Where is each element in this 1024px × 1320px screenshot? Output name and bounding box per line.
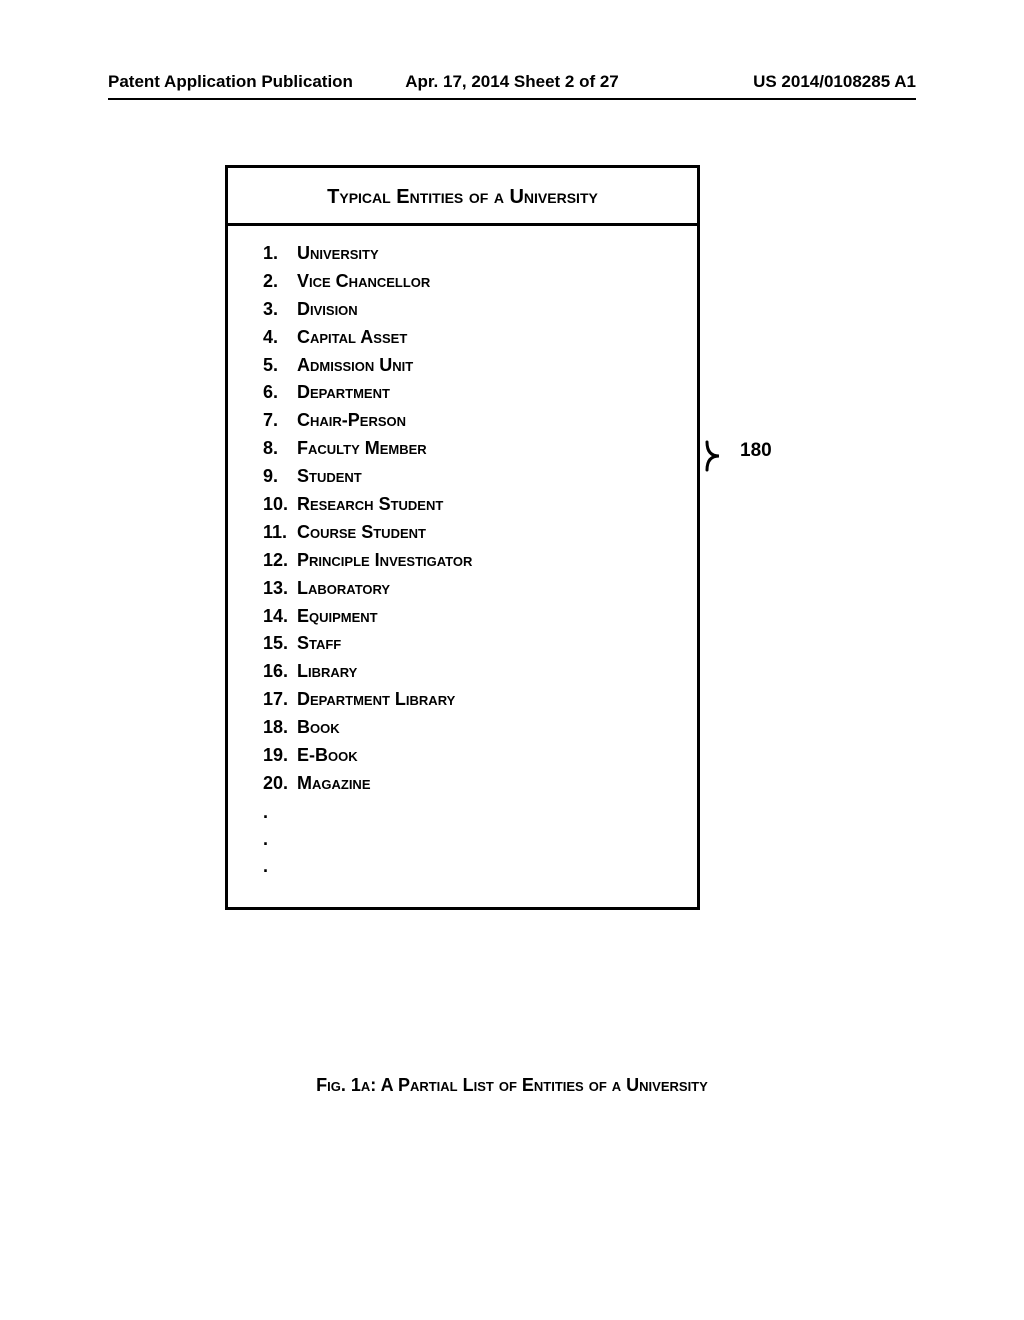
entity-item: 14.Equipment [263, 603, 677, 631]
entity-item: 19.E-Book [263, 742, 677, 770]
entity-label: Faculty Member [297, 435, 427, 463]
entity-label: Equipment [297, 603, 378, 631]
entity-label: Principle Investigator [297, 547, 472, 575]
header-date-sheet: Apr. 17, 2014 Sheet 2 of 27 [377, 72, 646, 92]
box-body: 1.University 2.Vice Chancellor 3.Divisio… [228, 226, 697, 907]
figure-caption: Fig. 1a: A Partial List of Entities of a… [0, 1075, 1024, 1096]
entity-item: 6.Department [263, 379, 677, 407]
entity-number: 2. [263, 268, 297, 296]
entity-item: 9.Student [263, 463, 677, 491]
entity-number: 1. [263, 240, 297, 268]
entity-item: 17.Department Library [263, 686, 677, 714]
entity-label: Research Student [297, 491, 443, 519]
entity-label: Course Student [297, 519, 426, 547]
entity-number: 4. [263, 324, 297, 352]
entity-number: 17. [263, 686, 297, 714]
entity-item: 16.Library [263, 658, 677, 686]
entity-number: 3. [263, 296, 297, 324]
entity-item: 18.Book [263, 714, 677, 742]
entity-number: 13. [263, 575, 297, 603]
entity-label: Vice Chancellor [297, 268, 430, 296]
entity-label: Chair-Person [297, 407, 406, 435]
entity-label: Department [297, 379, 390, 407]
header-patent-number: US 2014/0108285 A1 [647, 72, 916, 92]
entity-number: 19. [263, 742, 297, 770]
entity-item: 2.Vice Chancellor [263, 268, 677, 296]
entity-number: 7. [263, 407, 297, 435]
entity-number: 9. [263, 463, 297, 491]
box-title: Typical Entities of a University [228, 168, 697, 226]
entity-label: Department Library [297, 686, 455, 714]
ellipsis-dot: . [263, 800, 677, 825]
entity-number: 6. [263, 379, 297, 407]
reference-number: 180 [740, 440, 772, 462]
ellipsis-dot: . [263, 827, 677, 852]
entity-item: 1.University [263, 240, 677, 268]
entity-number: 15. [263, 630, 297, 658]
entity-label: Admission Unit [297, 352, 413, 380]
entity-label: Magazine [297, 770, 371, 798]
entity-number: 12. [263, 547, 297, 575]
entity-label: Staff [297, 630, 341, 658]
ellipsis-dot: . [263, 854, 677, 879]
entity-number: 16. [263, 658, 297, 686]
entity-item: 15.Staff [263, 630, 677, 658]
entity-label: Student [297, 463, 362, 491]
entity-number: 11. [263, 519, 297, 547]
entity-item: 5.Admission Unit [263, 352, 677, 380]
entity-label: E-Book [297, 742, 358, 770]
entity-label: Division [297, 296, 358, 324]
entity-number: 8. [263, 435, 297, 463]
entity-label: Library [297, 658, 357, 686]
entity-number: 20. [263, 770, 297, 798]
header-publication: Patent Application Publication [108, 72, 377, 92]
entity-item: 3.Division [263, 296, 677, 324]
header-divider [108, 98, 916, 100]
page-header: Patent Application Publication Apr. 17, … [108, 72, 916, 92]
entity-item: 13.Laboratory [263, 575, 677, 603]
entity-number: 18. [263, 714, 297, 742]
entity-list: 1.University 2.Vice Chancellor 3.Divisio… [263, 240, 677, 798]
entity-item: 8.Faculty Member [263, 435, 677, 463]
entity-item: 20.Magazine [263, 770, 677, 798]
entity-label: Capital Asset [297, 324, 407, 352]
entity-item: 10.Research Student [263, 491, 677, 519]
entity-item: 4.Capital Asset [263, 324, 677, 352]
entity-number: 14. [263, 603, 297, 631]
entity-label: University [297, 240, 379, 268]
entity-label: Book [297, 714, 340, 742]
entity-number: 10. [263, 491, 297, 519]
entity-label: Laboratory [297, 575, 390, 603]
entity-box: Typical Entities of a University 1.Unive… [225, 165, 700, 910]
entity-number: 5. [263, 352, 297, 380]
figure-box-container: Typical Entities of a University 1.Unive… [225, 165, 700, 910]
entity-item: 7.Chair-Person [263, 407, 677, 435]
entity-item: 12.Principle Investigator [263, 547, 677, 575]
entity-item: 11.Course Student [263, 519, 677, 547]
